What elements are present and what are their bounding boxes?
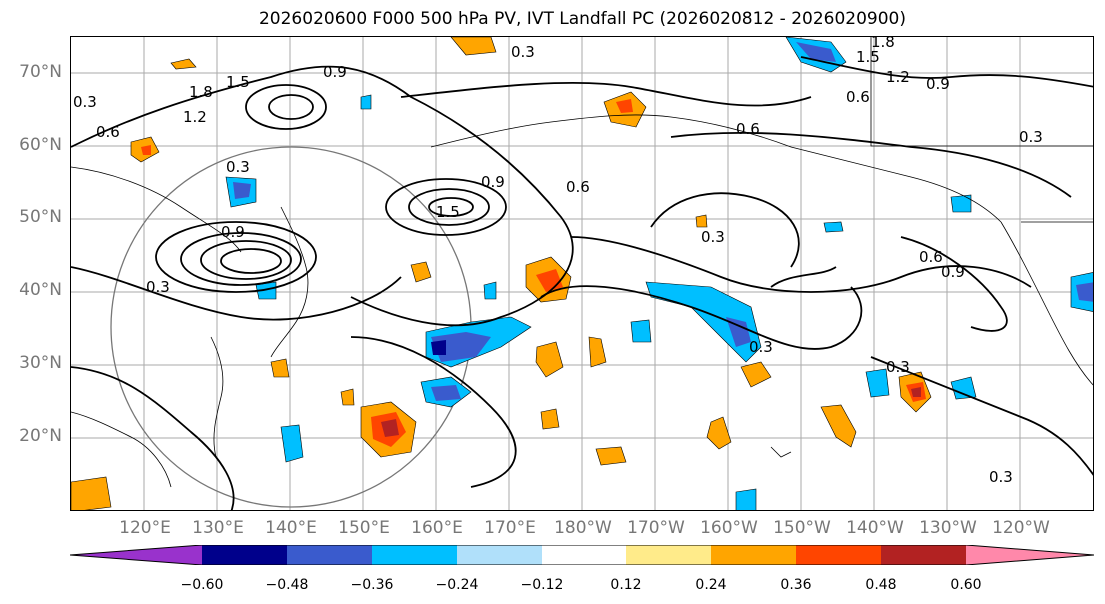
- contour-label: 0.9: [323, 63, 347, 81]
- contour-label: 1.5: [436, 203, 460, 221]
- lon-label-140w: 140°W: [846, 518, 904, 538]
- contour-label: 0.3: [1019, 128, 1043, 146]
- contour-label: 1.2: [183, 108, 207, 126]
- lon-label-120e: 120°E: [119, 518, 171, 538]
- contour-label: 0.9: [481, 173, 505, 191]
- colorbar-tick: 0.60: [950, 577, 982, 593]
- colorbar-tick: 0.12: [610, 577, 642, 593]
- pv-contours: [71, 56, 1093, 510]
- contour-label: 0.3: [886, 358, 910, 376]
- colorbar-segment-lt-neg060: [70, 545, 202, 565]
- gridlines: [71, 37, 1093, 510]
- colorbar: [70, 545, 1094, 565]
- map-title: 2026020600 F000 500 hPa PV, IVT Landfall…: [258, 9, 906, 29]
- lon-label-170e: 170°E: [484, 518, 536, 538]
- map-panel: 0.3 1.8 1.5 1.2 0.6 0.9 0.6 0.3 0.9 1.5 …: [70, 36, 1094, 511]
- lon-label-130w: 130°W: [919, 518, 977, 538]
- lon-label-150e: 150°E: [338, 518, 390, 538]
- contour-label: 0.9: [221, 223, 245, 241]
- contour-label: 1.8: [189, 83, 213, 101]
- contour-label: 1.2: [886, 68, 910, 86]
- lon-label-150w: 150°W: [773, 518, 831, 538]
- colorbar-segment-pos036: [796, 545, 881, 565]
- colorbar-segment-neg012: [542, 545, 626, 565]
- contour-label: 0.6: [846, 88, 870, 106]
- lat-label-50n: 50°N: [19, 207, 62, 227]
- colorbar-segment-neg036: [372, 545, 457, 565]
- contour-label: 1.8: [871, 37, 895, 51]
- lat-label-60n: 60°N: [19, 135, 62, 155]
- colorbar-segment-neg060: [202, 545, 287, 565]
- contour-label: 0.6: [736, 120, 760, 138]
- contour-label: 0.6: [919, 248, 943, 266]
- lon-label-130e: 130°E: [192, 518, 244, 538]
- colorbar-tick: −0.12: [520, 577, 564, 593]
- contour-label: 0.3: [989, 468, 1013, 486]
- colorbar-tick: −0.48: [265, 577, 309, 593]
- contour-label: 0.3: [146, 278, 170, 296]
- ivt-negative-anomalies: [225, 37, 1093, 510]
- contour-label: 0.9: [926, 75, 950, 93]
- contour-label: 0.3: [511, 43, 535, 61]
- contour-label: 0.3: [226, 158, 250, 176]
- coastlines: [71, 37, 1093, 488]
- contour-label: 0.3: [749, 338, 773, 356]
- colorbar-tick: 0.24: [695, 577, 727, 593]
- lat-label-70n: 70°N: [19, 62, 62, 82]
- contour-label: 0.6: [96, 123, 120, 141]
- contour-label-group: 0.3 1.8 1.5 1.2 0.6 0.9 0.6 0.3 0.9 1.5 …: [73, 37, 1043, 486]
- lat-label-30n: 30°N: [19, 353, 62, 373]
- colorbar-segment-neg024: [457, 545, 542, 565]
- colorbar-tick: 0.48: [865, 577, 897, 593]
- lon-label-120w: 120°W: [992, 518, 1050, 538]
- contour-label: 0.9: [941, 263, 965, 281]
- contour-label: 0.3: [701, 228, 725, 246]
- contour-label: 0.6: [566, 178, 590, 196]
- colorbar-tick: −0.36: [350, 577, 394, 593]
- colorbar-tick: −0.60: [180, 577, 224, 593]
- contour-label: 1.5: [856, 48, 880, 66]
- lon-label-170w: 170°W: [627, 518, 685, 538]
- lon-label-140e: 140°E: [265, 518, 317, 538]
- colorbar-segment-gt-pos060: [966, 545, 1094, 565]
- colorbar-tick: −0.24: [435, 577, 479, 593]
- contour-label: 0.3: [73, 93, 97, 111]
- contour-label: 1.5: [226, 73, 250, 91]
- colorbar-segment-pos048: [881, 545, 966, 565]
- map-canvas: 0.3 1.8 1.5 1.2 0.6 0.9 0.6 0.3 0.9 1.5 …: [71, 37, 1093, 510]
- colorbar-segment-pos024: [711, 545, 796, 565]
- lat-label-40n: 40°N: [19, 280, 62, 300]
- colorbar-tick: 0.36: [780, 577, 812, 593]
- lon-label-180w: 180°W: [554, 518, 612, 538]
- colorbar-segment-neg048: [287, 545, 372, 565]
- colorbar-segment-pos012: [626, 545, 711, 565]
- lon-label-160e: 160°E: [411, 518, 463, 538]
- lon-label-160w: 160°W: [700, 518, 758, 538]
- lat-label-20n: 20°N: [19, 426, 62, 446]
